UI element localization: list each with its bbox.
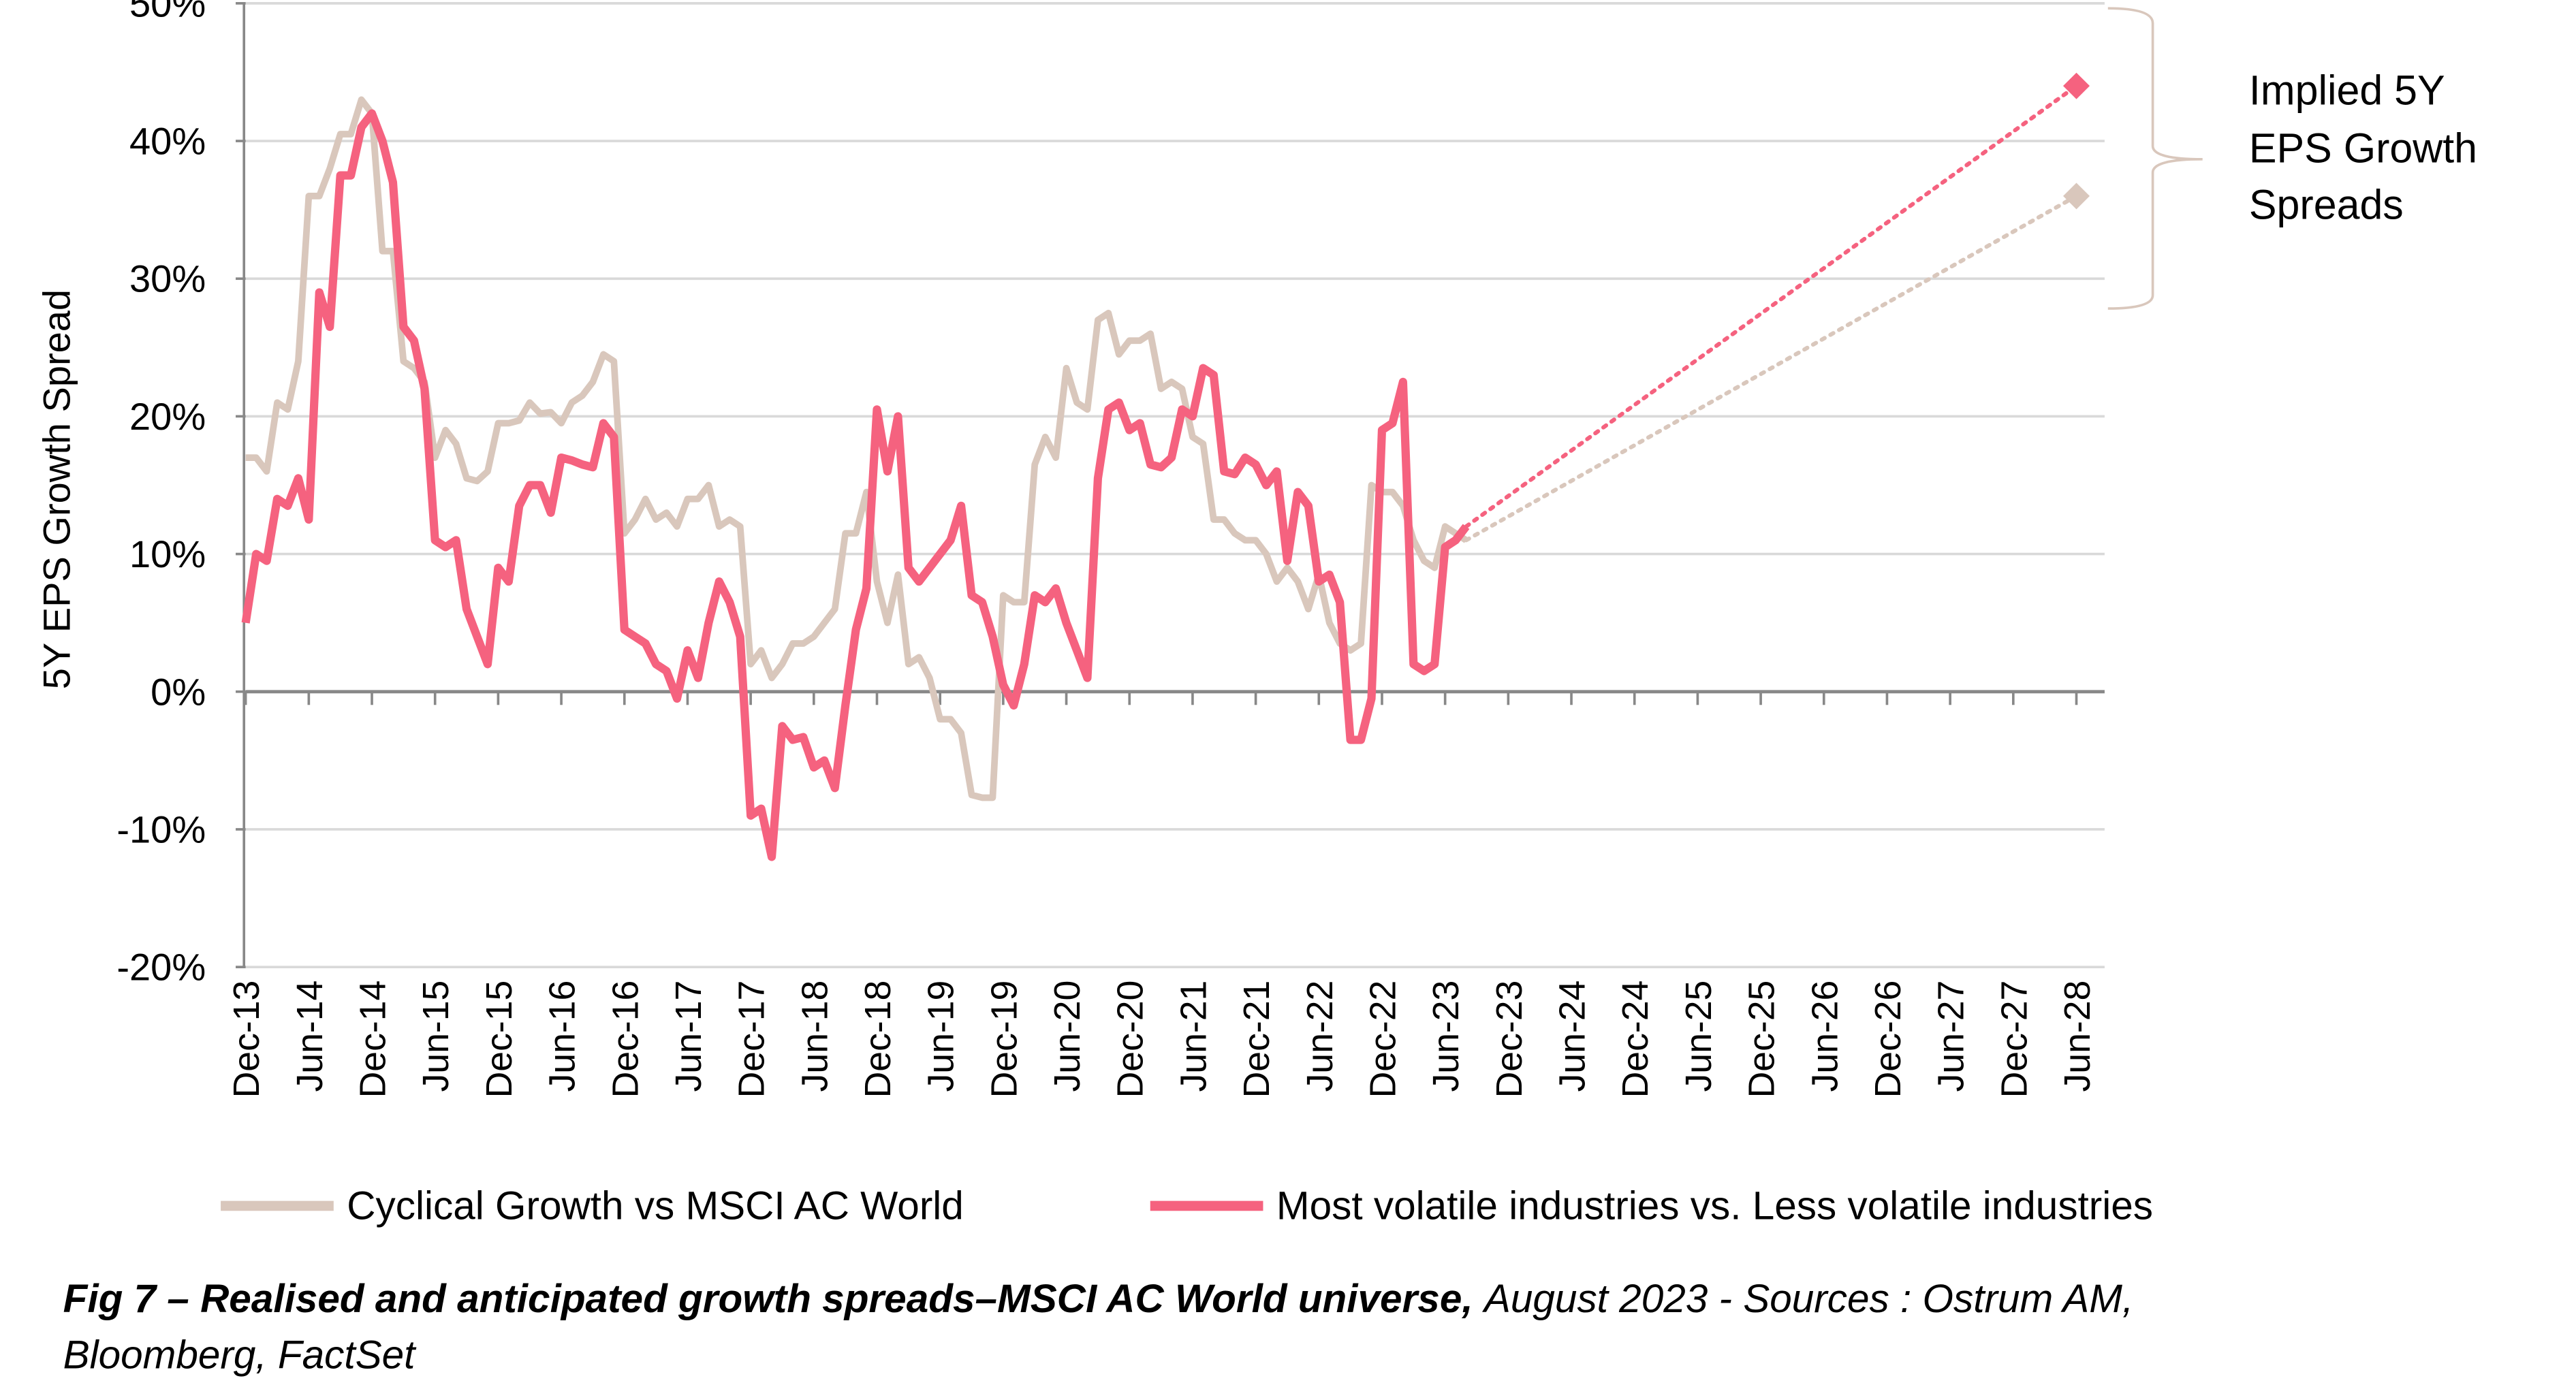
y-tick-label: 30% <box>129 257 206 300</box>
x-tick-label: Jun-23 <box>1426 981 1466 1092</box>
y-tick-label: 20% <box>129 395 206 438</box>
x-tick-label: Jun-19 <box>921 981 962 1092</box>
series-line <box>245 96 1468 801</box>
caption-source: August 2023 - Sources : Ostrum AM, <box>1482 1277 2133 1321</box>
projection-marker <box>2063 182 2090 210</box>
x-tick-label: Jun-24 <box>1552 981 1593 1092</box>
x-tick-label: Jun-25 <box>1678 981 1719 1092</box>
series-line <box>241 109 1470 861</box>
x-tick-label: Dec-15 <box>479 981 520 1098</box>
y-tick-label: -20% <box>116 946 206 989</box>
caption: Fig 7 – Realised and anticipated growth … <box>63 1277 2134 1321</box>
x-tick-label: Jun-17 <box>668 981 709 1092</box>
annotation-line: Spreads <box>2249 182 2404 228</box>
x-tick-label: Dec-23 <box>1489 981 1530 1098</box>
x-tick-label: Dec-25 <box>1742 981 1782 1098</box>
x-tick-label: Jun-20 <box>1047 981 1088 1092</box>
y-tick-label: 0% <box>151 670 206 713</box>
x-tick-label: Dec-24 <box>1615 981 1656 1098</box>
y-tick-label: -10% <box>116 808 206 850</box>
x-tick-label: Jun-22 <box>1300 981 1340 1092</box>
y-tick-label: 50% <box>129 0 206 25</box>
x-tick-label: Jun-14 <box>289 981 330 1092</box>
x-tick-label: Jun-21 <box>1173 981 1214 1092</box>
y-axis-label: 5Y EPS Growth Spread <box>35 289 78 689</box>
projection-line <box>1464 84 2079 529</box>
x-tick-label: Dec-16 <box>605 981 646 1098</box>
y-tick-label: 10% <box>129 532 206 575</box>
annotation-line: Implied 5Y <box>2249 67 2445 113</box>
x-tick-label: Dec-21 <box>1236 981 1277 1098</box>
x-tick-label: Dec-17 <box>732 981 772 1098</box>
x-tick-label: Jun-28 <box>2057 981 2098 1092</box>
legend-label: Cyclical Growth vs MSCI AC World <box>347 1183 964 1228</box>
caption-title: Fig 7 – Realised and anticipated growth … <box>63 1277 1473 1321</box>
x-tick-label: Dec-20 <box>1110 981 1151 1098</box>
x-tick-label: Jun-26 <box>1804 981 1845 1092</box>
projection-line <box>1464 193 2079 543</box>
annotation-line: EPS Growth <box>2249 125 2477 172</box>
y-tick-label: 40% <box>129 120 206 163</box>
annotation-bracket <box>2107 7 2203 310</box>
x-tick-label: Dec-13 <box>226 981 267 1098</box>
x-tick-label: Jun-15 <box>415 981 456 1092</box>
x-tick-label: Dec-22 <box>1362 981 1403 1098</box>
x-tick-label: Dec-26 <box>1868 981 1909 1098</box>
x-tick-label: Dec-27 <box>1994 981 2035 1098</box>
x-tick-label: Dec-14 <box>353 981 394 1098</box>
projection-marker <box>2063 72 2090 99</box>
caption-source: Bloomberg, FactSet <box>63 1333 418 1378</box>
x-tick-label: Dec-18 <box>858 981 898 1098</box>
x-tick-label: Jun-27 <box>1931 981 1972 1092</box>
legend-label: Most volatile industries vs. Less volati… <box>1276 1183 2153 1228</box>
x-tick-label: Dec-19 <box>984 981 1024 1098</box>
x-tick-label: Jun-16 <box>542 981 583 1092</box>
x-tick-label: Jun-18 <box>794 981 835 1092</box>
